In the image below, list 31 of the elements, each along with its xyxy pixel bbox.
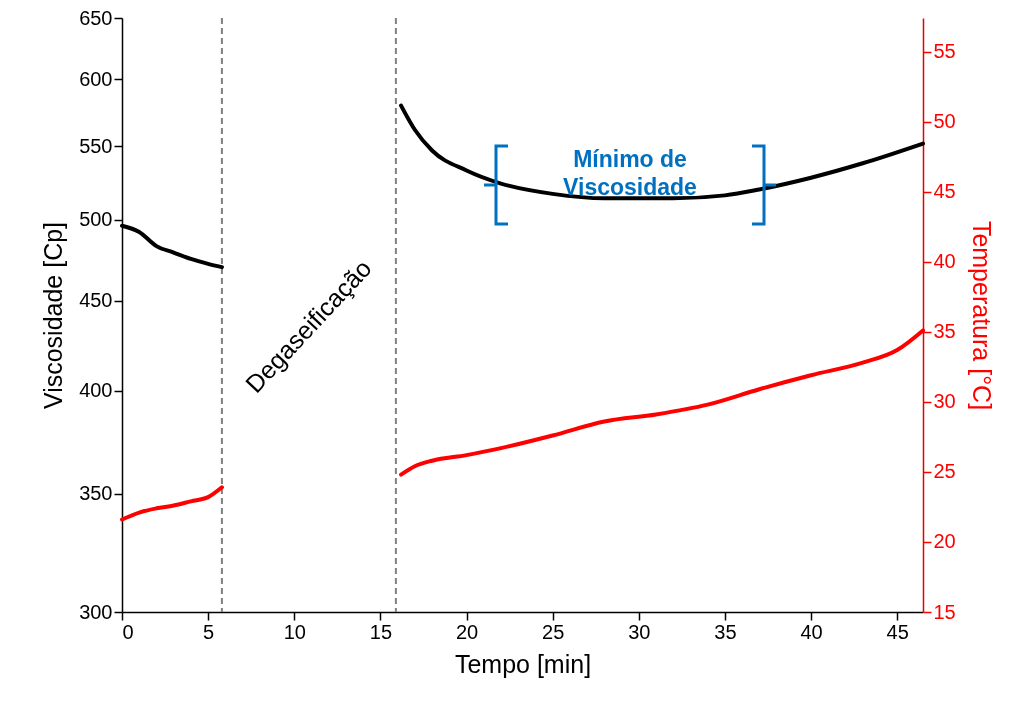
y-tick-label: 450 [79,289,113,311]
x-tick-label: 10 [283,620,306,643]
y2-tick-label: 50 [933,110,956,133]
x-tick-label: 0 [122,620,134,643]
y-tick-label: 650 [79,6,113,29]
y2-tick-label: 45 [933,180,956,203]
x-tick-label: 5 [203,620,215,643]
x-tick-label: 25 [542,620,565,643]
y-tick-label: 300 [79,600,113,623]
y-tick-label: 350 [79,482,113,505]
y2-axis-title: Temperatura [°C] [967,220,996,411]
x-tick-label: 15 [369,620,393,643]
y-tick-label: 600 [79,67,113,90]
x-tick-label: 20 [455,620,479,643]
y-tick-label: 550 [79,134,113,157]
x-tick-label: 35 [714,620,737,643]
x-tick-label: 40 [800,620,823,643]
x-tick-label: 45 [886,620,909,643]
y2-tick-label: 40 [933,250,956,273]
y2-tick-label: 30 [933,390,956,413]
y-tick-label: 400 [79,379,113,402]
y-axis-title: Viscosidade [Cp] [39,221,68,410]
x-tick-label: 30 [628,620,651,643]
y2-tick-label: 55 [933,40,956,63]
y2-tick-label: 20 [933,530,956,553]
y-tick-label: 500 [79,208,113,231]
y2-tick-label: 35 [933,320,956,343]
x-axis-title: Tempo [min] [454,649,592,678]
annotation: Mínimo de Viscosidade [563,146,697,200]
y2-tick-label: 15 [933,600,956,623]
y2-tick-label: 25 [933,460,956,483]
